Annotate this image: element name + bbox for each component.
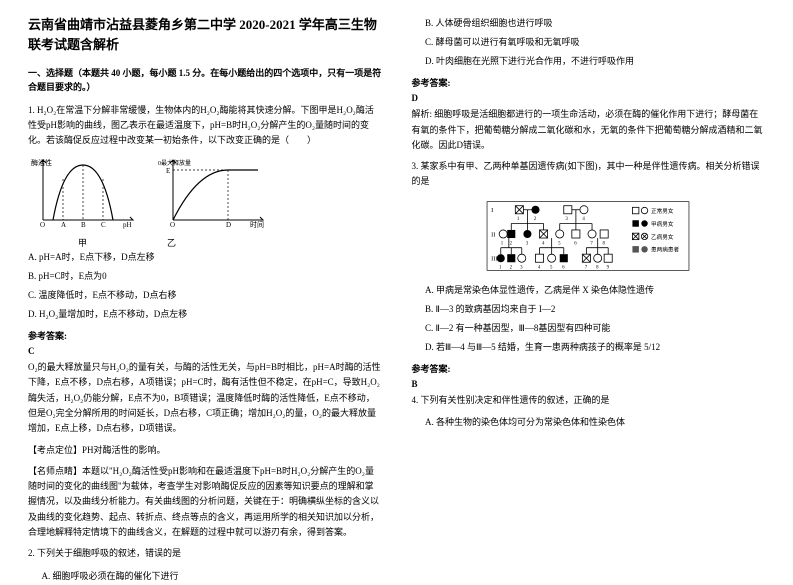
q1-analysis1: O₂的最大释放量只与H₂O₂的量有关，与酶的活性无关，与pH=B时相比，pH=A…: [28, 360, 382, 436]
legend-jia: 甲病男女: [651, 220, 674, 228]
svg-text:E: E: [166, 167, 170, 175]
svg-text:3: 3: [520, 265, 523, 270]
q1-opt-d: D. H₂O₂量增加时，E点不移动，D点左移: [28, 306, 382, 323]
svg-text:1: 1: [499, 265, 502, 270]
svg-text:II: II: [491, 231, 495, 238]
svg-text:4: 4: [542, 241, 545, 246]
q3-ref-label: 参考答案:: [412, 362, 766, 375]
chart-jia: 酶活性 O A B C pH: [28, 155, 138, 230]
q1-analysis2: 【考点定位】PH对酶活性的影响。: [28, 443, 382, 458]
q1-stem: 1. H₂O₂在常温下分解非常缓慢，生物体内的H₂O₂酶能将其快速分解。下图甲是…: [28, 103, 382, 149]
q1-ref-label: 参考答案:: [28, 329, 382, 342]
q3-opt-a: A. 甲病是常染色体显性遗传，乙病是伴 X 染色体隐性遗传: [412, 282, 766, 299]
q2-analysis: 解析: 细胞呼吸是活细胞都进行的一项生命活动，必须在酶的催化作用下进行；酵母菌在…: [412, 107, 766, 153]
q3-opt-d: D. 若Ⅲ—4 与Ⅲ—5 结婚，生育一患两种病孩子的概率是 5/12: [412, 339, 766, 356]
svg-text:2: 2: [510, 265, 513, 270]
svg-text:1: 1: [517, 217, 520, 222]
pedigree-diagram: I 1 2 3 4 II 1 2 3 4 5 6 7 8 III: [483, 196, 693, 276]
q2-ref-ans: D: [412, 93, 766, 103]
svg-text:3: 3: [526, 241, 529, 246]
svg-text:7: 7: [585, 265, 588, 270]
q3-opt-b: B. Ⅱ—3 的致病基因均来自于 I—2: [412, 301, 766, 318]
q1-opt-a: A. pH=A时，E点下移，D点左移: [28, 249, 382, 266]
svg-text:A: A: [61, 221, 66, 229]
q4-stem: 4. 下列有关性别决定和伴性遗传的叙述，正确的是: [412, 393, 766, 408]
svg-text:4: 4: [538, 265, 541, 270]
q2-ref-label: 参考答案:: [412, 76, 766, 89]
svg-text:5: 5: [558, 241, 561, 246]
q1-opt-c: C. 温度降低时，E点不移动，D点右移: [28, 287, 382, 304]
chart1-label: 甲: [78, 236, 87, 249]
svg-text:8: 8: [603, 241, 606, 246]
legend-normal: 正常男女: [651, 207, 674, 215]
q2-opt-c: C. 酵母菌可以进行有氧呼吸和无氧呼吸: [412, 34, 766, 51]
q2-opt-b: B. 人体硬骨组织细胞也进行呼吸: [412, 15, 766, 32]
chart1-ylabel: 酶活性: [31, 158, 52, 167]
svg-text:5: 5: [550, 265, 553, 270]
svg-text:I: I: [491, 207, 493, 214]
svg-text:6: 6: [575, 241, 578, 246]
doc-title: 云南省曲靖市沾益县菱角乡第二中学 2020-2021 学年高三生物联考试题含解析: [28, 15, 382, 54]
legend-both: 患两病患者: [651, 246, 680, 254]
svg-text:3: 3: [566, 217, 569, 222]
chart-yi: 0最大释放量 E O D 时间: [158, 155, 268, 230]
q1-opt-b: B. pH=C时，E点为0: [28, 268, 382, 285]
q2-opt-d: D. 叶肉细胞在光照下进行光合作用，不进行呼吸作用: [412, 53, 766, 70]
chart2-label: 乙: [167, 236, 176, 249]
svg-text:III: III: [491, 255, 497, 262]
q3-stem: 3. 某家系中有甲、乙两种单基因遗传病(如下图)，其中一种是伴性遗传病。相关分析…: [412, 159, 766, 190]
svg-text:8: 8: [596, 265, 599, 270]
svg-text:7: 7: [591, 241, 594, 246]
q2-stem: 2. 下列关于细胞呼吸的叙述，错误的是: [28, 546, 382, 561]
svg-text:4: 4: [583, 217, 586, 222]
q2-opt-a: A. 细胞呼吸必须在酶的催化下进行: [28, 568, 382, 585]
q1-ref-ans: C: [28, 346, 382, 356]
svg-text:0最大释放量: 0最大释放量: [158, 159, 191, 167]
svg-text:时间: 时间: [250, 220, 264, 229]
svg-text:6: 6: [562, 265, 565, 270]
q3-opt-c: C. Ⅱ—2 有一种基因型，Ⅲ—8基因型有四种可能: [412, 320, 766, 337]
svg-text:D: D: [226, 221, 231, 229]
svg-text:B: B: [81, 221, 86, 229]
svg-text:2: 2: [534, 217, 537, 222]
q1-analysis3: 【名师点睛】本题以"H₂O₂酶活性受pH影响和在最适温度下pH=B时H₂O₂分解…: [28, 464, 382, 540]
svg-text:O: O: [170, 221, 175, 229]
svg-text:pH: pH: [123, 221, 132, 229]
svg-text:O: O: [40, 221, 45, 229]
section-1-head: 一、选择题（本题共 40 小题，每小题 1.5 分。在每小题给出的四个选项中，只…: [28, 66, 382, 95]
svg-text:9: 9: [607, 265, 610, 270]
q1-charts: 酶活性 O A B C pH 0最大释放量 E O D 时间: [28, 155, 382, 230]
legend-yi: 乙病男女: [651, 233, 674, 241]
svg-text:1: 1: [501, 241, 504, 246]
q4-opt-a: A. 各种生物的染色体均可分为常染色体和性染色体: [412, 414, 766, 431]
svg-text:C: C: [101, 221, 106, 229]
q3-ref-ans: B: [412, 379, 766, 389]
svg-text:2: 2: [510, 241, 513, 246]
